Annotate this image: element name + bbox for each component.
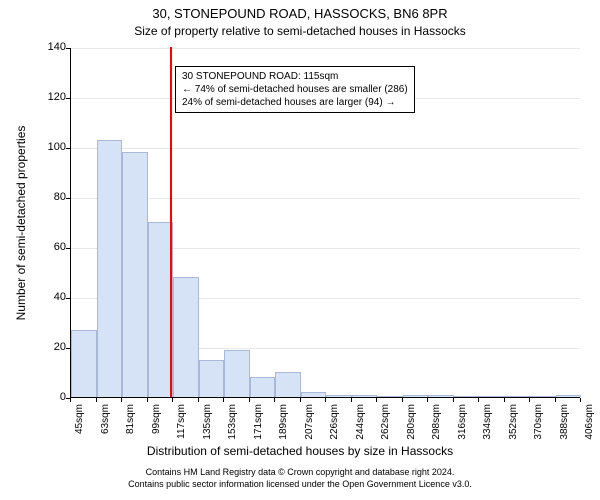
y-tick-label: 60 (36, 241, 66, 253)
x-tick-mark (555, 398, 556, 402)
x-tick-mark (478, 398, 479, 402)
y-tick-label: 80 (36, 191, 66, 203)
histogram-bar (301, 392, 327, 397)
chart-container: 30, STONEPOUND ROAD, HASSOCKS, BN6 8PR S… (0, 0, 600, 500)
x-tick-label: 316sqm (457, 404, 468, 464)
x-tick-label: 226sqm (329, 404, 340, 464)
x-tick-label: 262sqm (380, 404, 391, 464)
histogram-bar (199, 360, 225, 398)
histogram-bar (173, 277, 199, 397)
histogram-bar (352, 395, 378, 398)
x-tick-label: 153sqm (227, 404, 238, 464)
y-tick-mark (66, 48, 70, 49)
annotation-box: 30 STONEPOUND ROAD: 115sqm← 74% of semi-… (175, 66, 415, 113)
x-tick-mark (274, 398, 275, 402)
y-tick-mark (66, 98, 70, 99)
histogram-bar (454, 396, 480, 397)
annotation-line: ← 74% of semi-detached houses are smalle… (182, 83, 408, 96)
x-tick-label: 280sqm (406, 404, 417, 464)
histogram-bar (556, 395, 582, 398)
x-tick-label: 45sqm (74, 404, 85, 464)
histogram-bar (97, 140, 123, 398)
annotation-line: 30 STONEPOUND ROAD: 115sqm (182, 70, 408, 83)
x-tick-mark (198, 398, 199, 402)
x-tick-mark (376, 398, 377, 402)
histogram-bar (479, 396, 505, 397)
x-tick-label: 406sqm (584, 404, 595, 464)
x-tick-label: 189sqm (278, 404, 289, 464)
y-tick-mark (66, 198, 70, 199)
histogram-bar (326, 395, 352, 398)
x-tick-label: 352sqm (508, 404, 519, 464)
histogram-bar (403, 395, 429, 398)
histogram-bar (428, 395, 454, 398)
x-tick-mark (402, 398, 403, 402)
gridline (71, 148, 580, 149)
y-axis-label: Number of semi-detached properties (14, 48, 30, 398)
histogram-bar (71, 330, 97, 398)
x-tick-mark (147, 398, 148, 402)
x-tick-label: 370sqm (533, 404, 544, 464)
x-tick-mark (223, 398, 224, 402)
x-tick-label: 171sqm (253, 404, 264, 464)
x-tick-mark (70, 398, 71, 402)
histogram-bar (122, 152, 148, 397)
x-tick-mark (351, 398, 352, 402)
x-tick-label: 81sqm (125, 404, 136, 464)
x-tick-mark (249, 398, 250, 402)
chart-footer: Contains HM Land Registry data © Crown c… (0, 466, 600, 490)
plot-area: 30 STONEPOUND ROAD: 115sqm← 74% of semi-… (70, 48, 580, 398)
chart-title: 30, STONEPOUND ROAD, HASSOCKS, BN6 8PR (0, 6, 600, 21)
chart-subtitle: Size of property relative to semi-detach… (0, 24, 600, 38)
y-tick-mark (66, 298, 70, 299)
x-tick-label: 135sqm (202, 404, 213, 464)
y-tick-label: 0 (36, 391, 66, 403)
histogram-bar (530, 396, 556, 397)
y-tick-label: 40 (36, 291, 66, 303)
x-tick-mark (96, 398, 97, 402)
histogram-bar (224, 350, 250, 398)
highlight-marker-line (170, 47, 172, 397)
x-tick-label: 63sqm (100, 404, 111, 464)
footer-line-2: Contains public sector information licen… (0, 478, 600, 490)
y-tick-label: 120 (36, 91, 66, 103)
x-tick-mark (121, 398, 122, 402)
x-tick-mark (325, 398, 326, 402)
x-tick-label: 334sqm (482, 404, 493, 464)
histogram-bar (505, 396, 531, 397)
y-tick-label: 100 (36, 141, 66, 153)
x-tick-label: 117sqm (176, 404, 187, 464)
histogram-bar (377, 396, 403, 397)
x-tick-label: 207sqm (304, 404, 315, 464)
x-tick-mark (453, 398, 454, 402)
x-tick-mark (504, 398, 505, 402)
x-tick-mark (427, 398, 428, 402)
gridline (71, 48, 580, 49)
x-tick-label: 99sqm (151, 404, 162, 464)
x-tick-label: 244sqm (355, 404, 366, 464)
x-tick-mark (300, 398, 301, 402)
x-tick-mark (172, 398, 173, 402)
y-tick-label: 20 (36, 341, 66, 353)
histogram-bar (250, 377, 276, 397)
annotation-line: 24% of semi-detached houses are larger (… (182, 96, 408, 109)
x-tick-mark (580, 398, 581, 402)
x-tick-mark (529, 398, 530, 402)
y-tick-mark (66, 148, 70, 149)
y-tick-label: 140 (36, 41, 66, 53)
x-tick-label: 298sqm (431, 404, 442, 464)
x-tick-label: 388sqm (559, 404, 570, 464)
histogram-bar (275, 372, 301, 397)
y-tick-mark (66, 348, 70, 349)
y-tick-mark (66, 248, 70, 249)
footer-line-1: Contains HM Land Registry data © Crown c… (0, 466, 600, 478)
